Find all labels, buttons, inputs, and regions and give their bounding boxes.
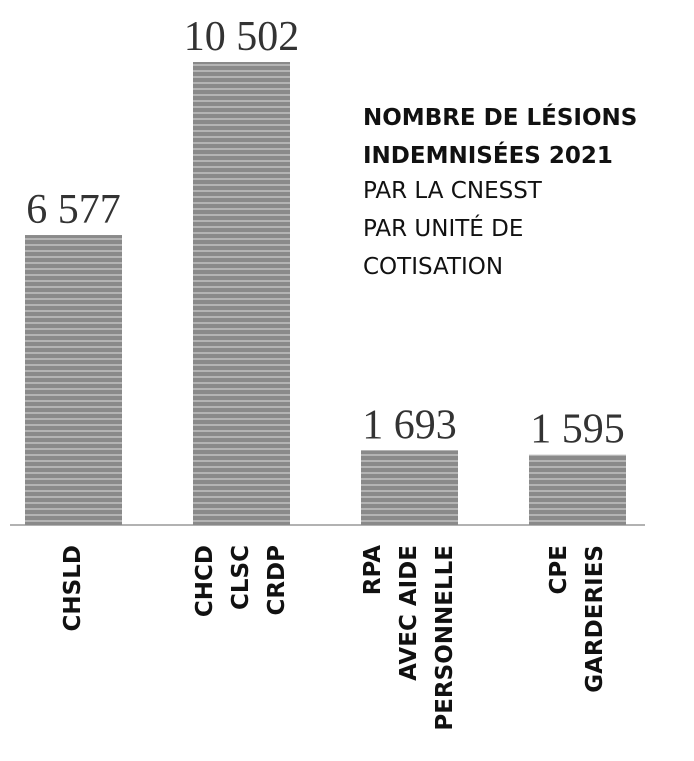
x-tick-label: GARDERIES <box>582 545 608 693</box>
x-tick-label: CPE <box>546 545 572 594</box>
bar <box>193 62 290 525</box>
chart-title: INDEMNISÉES 2021 <box>363 141 613 169</box>
bar <box>529 454 626 525</box>
bar <box>361 450 458 525</box>
bar <box>25 235 122 526</box>
chart-subtitle: PAR UNITÉ DE <box>363 214 523 242</box>
value-label: 10 502 <box>184 14 300 60</box>
x-tick-label: CRDP <box>264 545 290 616</box>
chart-title: NOMBRE DE LÉSIONS <box>363 103 637 131</box>
value-label: 1 693 <box>362 402 457 448</box>
x-tick-label: CHSLD <box>60 545 86 631</box>
x-tick-label: RPA <box>360 545 386 595</box>
x-tick-label: CHCD <box>192 545 218 617</box>
value-label: 6 577 <box>26 187 121 233</box>
chart-subtitle: PAR LA CNESST <box>363 178 543 204</box>
x-tick-label: CLSC <box>228 545 254 610</box>
x-tick-label: AVEC AIDE <box>396 545 422 681</box>
chart-subtitle: COTISATION <box>363 254 503 280</box>
value-label: 1 595 <box>530 407 625 453</box>
x-tick-label: PERSONNELLE <box>432 545 458 731</box>
